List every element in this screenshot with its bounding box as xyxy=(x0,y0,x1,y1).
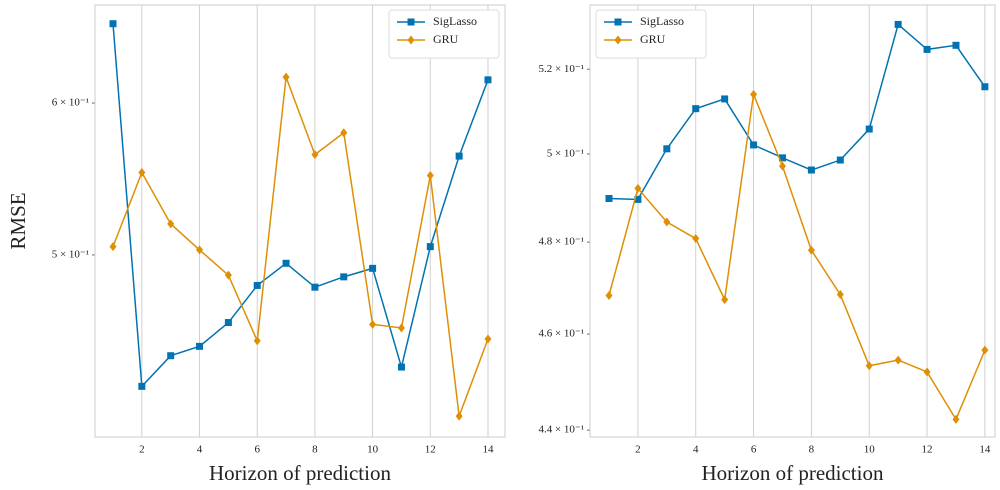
marker xyxy=(426,243,434,251)
marker xyxy=(952,41,960,49)
marker xyxy=(167,219,175,229)
series-line xyxy=(608,91,986,421)
legend-marker xyxy=(614,35,622,45)
marker xyxy=(455,411,463,421)
marker xyxy=(484,334,492,344)
marker xyxy=(894,20,902,28)
y-tick-label: 4.6 × 10⁻¹ xyxy=(538,328,584,340)
marker xyxy=(865,125,873,133)
marker xyxy=(138,168,146,178)
marker xyxy=(663,217,671,227)
x-tick-label: 6 xyxy=(254,444,260,456)
x-tick-label: 12 xyxy=(425,444,436,456)
series-line xyxy=(112,23,489,389)
x-axis-label: Horizon of prediction xyxy=(209,461,391,485)
x-tick-label: 2 xyxy=(139,444,145,456)
legend-marker xyxy=(614,18,622,26)
marker xyxy=(397,363,405,371)
x-tick-label: 8 xyxy=(809,444,815,456)
y-tick-label: 4.8 × 10⁻¹ xyxy=(538,236,584,248)
marker xyxy=(778,161,786,171)
marker xyxy=(196,245,204,255)
marker xyxy=(721,95,729,103)
legend-marker xyxy=(407,35,415,45)
marker xyxy=(750,89,758,99)
marker xyxy=(836,290,844,300)
x-tick-label: 6 xyxy=(751,444,757,456)
marker xyxy=(426,171,434,181)
axes-frame xyxy=(589,4,996,438)
series-line xyxy=(608,23,986,201)
x-tick-label: 10 xyxy=(367,444,379,456)
y-tick-label: 5 × 10⁻¹ xyxy=(52,248,89,260)
x-axis-label: Horizon of prediction xyxy=(702,461,884,485)
marker xyxy=(605,290,613,300)
legend-marker xyxy=(407,18,415,26)
marker xyxy=(721,295,729,305)
y-tick-label: 6 × 10⁻¹ xyxy=(52,97,89,109)
x-tick-label: 8 xyxy=(312,444,318,456)
marker xyxy=(952,414,960,424)
marker xyxy=(311,150,319,160)
marker xyxy=(311,283,319,291)
legend-label: GRU xyxy=(433,32,459,46)
marker xyxy=(663,145,671,153)
marker xyxy=(807,245,815,255)
marker xyxy=(138,382,146,390)
marker xyxy=(340,128,348,138)
legend-label: SigLasso xyxy=(433,14,477,28)
marker xyxy=(836,156,844,164)
marker xyxy=(605,194,613,202)
x-tick-label: 10 xyxy=(864,444,876,456)
marker xyxy=(282,259,290,267)
marker xyxy=(224,270,232,280)
legend-label: SigLasso xyxy=(640,14,684,28)
marker xyxy=(340,273,348,281)
marker xyxy=(196,342,204,350)
marker xyxy=(109,242,117,252)
marker xyxy=(981,345,989,355)
x-tick-label: 4 xyxy=(693,444,699,456)
marker xyxy=(369,264,377,272)
marker xyxy=(109,20,117,28)
marker xyxy=(923,367,931,377)
marker xyxy=(484,76,492,84)
marker xyxy=(167,352,175,360)
marker xyxy=(253,336,261,346)
marker xyxy=(865,361,873,371)
y-axis-label: RMSE xyxy=(6,192,30,249)
axes-frame xyxy=(94,4,506,438)
marker xyxy=(253,281,261,289)
x-tick-label: 14 xyxy=(979,444,991,456)
marker xyxy=(807,166,815,174)
marker xyxy=(692,105,700,113)
legend-label: GRU xyxy=(640,32,666,46)
marker xyxy=(923,45,931,53)
marker xyxy=(981,83,989,91)
x-tick-label: 2 xyxy=(635,444,641,456)
marker xyxy=(750,141,758,149)
series-line xyxy=(112,76,489,417)
marker xyxy=(455,152,463,160)
marker xyxy=(282,72,290,82)
x-tick-label: 14 xyxy=(482,444,494,456)
marker xyxy=(692,234,700,244)
marker xyxy=(369,319,377,329)
marker xyxy=(634,183,642,193)
marker xyxy=(634,195,642,203)
marker xyxy=(778,154,786,162)
x-tick-label: 4 xyxy=(197,444,203,456)
y-tick-label: 4.4 × 10⁻¹ xyxy=(538,424,584,436)
y-tick-label: 5.2 × 10⁻¹ xyxy=(538,63,584,75)
x-tick-label: 12 xyxy=(922,444,933,456)
marker xyxy=(894,355,902,365)
y-tick-label: 5 × 10⁻¹ xyxy=(547,148,584,160)
marker xyxy=(397,323,405,333)
marker xyxy=(224,319,232,327)
